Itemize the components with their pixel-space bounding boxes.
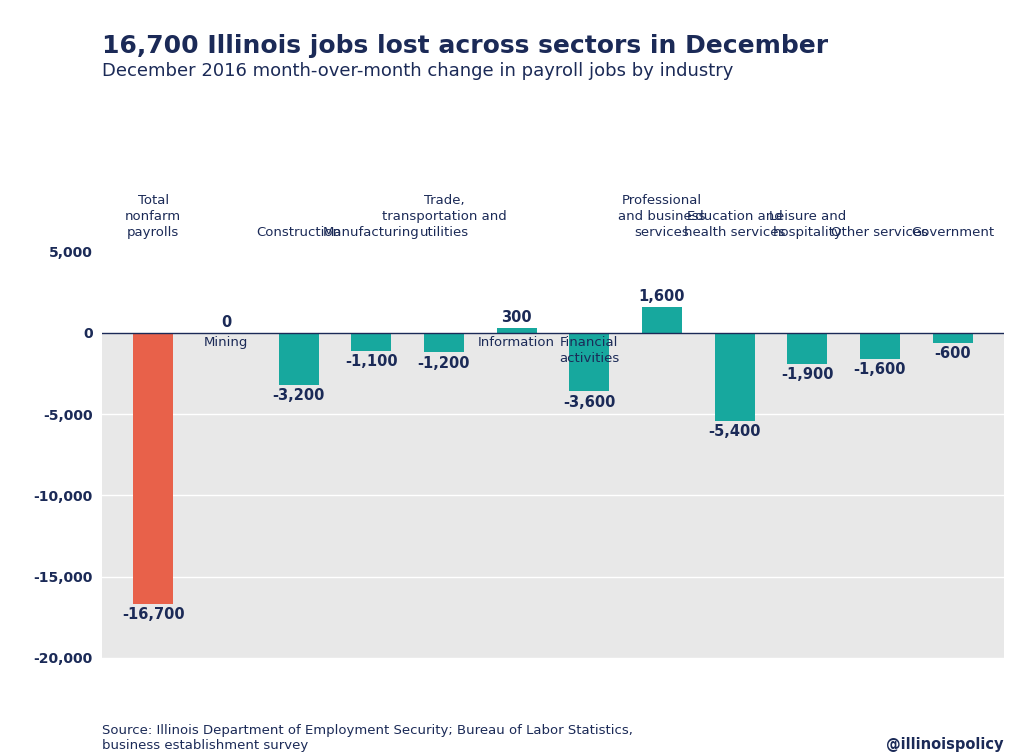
Text: -1,200: -1,200 bbox=[418, 355, 470, 370]
Text: @illinoispolicy: @illinoispolicy bbox=[886, 737, 1004, 752]
Text: Source: Illinois Department of Employment Security; Bureau of Labor Statistics,
: Source: Illinois Department of Employmen… bbox=[102, 724, 633, 752]
Text: 16,700 Illinois jobs lost across sectors in December: 16,700 Illinois jobs lost across sectors… bbox=[102, 34, 828, 58]
Text: -3,600: -3,600 bbox=[563, 395, 615, 410]
Bar bbox=[715, 333, 755, 420]
Text: Mining: Mining bbox=[204, 336, 248, 349]
Text: -1,100: -1,100 bbox=[345, 354, 397, 369]
Bar bbox=[642, 307, 682, 333]
Bar bbox=[787, 333, 827, 364]
Text: 300: 300 bbox=[502, 310, 531, 325]
Bar bbox=[102, 219, 1004, 333]
Text: -600: -600 bbox=[934, 346, 971, 361]
Text: Financial
activities: Financial activities bbox=[559, 336, 620, 365]
Text: Education and
health services: Education and health services bbox=[684, 209, 785, 239]
Bar bbox=[351, 333, 391, 351]
Text: 0: 0 bbox=[221, 314, 231, 330]
Text: 1,600: 1,600 bbox=[639, 289, 685, 304]
Text: -5,400: -5,400 bbox=[709, 424, 761, 439]
Text: Trade,
transportation and
utilities: Trade, transportation and utilities bbox=[382, 194, 506, 239]
Bar bbox=[933, 333, 973, 342]
Bar bbox=[133, 333, 173, 604]
Text: Professional
and business
services: Professional and business services bbox=[618, 194, 706, 239]
Text: Leisure and
hospitality: Leisure and hospitality bbox=[769, 209, 846, 239]
Text: Construction: Construction bbox=[256, 226, 341, 239]
Text: -1,900: -1,900 bbox=[781, 367, 834, 382]
Bar bbox=[860, 333, 900, 359]
Text: Other services: Other services bbox=[831, 226, 929, 239]
Bar bbox=[279, 333, 318, 385]
Bar bbox=[569, 333, 609, 392]
Text: Government: Government bbox=[911, 226, 994, 239]
Text: Manufacturing: Manufacturing bbox=[323, 226, 420, 239]
Bar bbox=[497, 328, 537, 333]
Text: December 2016 month-over-month change in payroll jobs by industry: December 2016 month-over-month change in… bbox=[102, 62, 734, 80]
Text: Information: Information bbox=[478, 336, 555, 349]
Text: -3,200: -3,200 bbox=[272, 388, 325, 403]
Text: Total
nonfarm
payrolls: Total nonfarm payrolls bbox=[125, 194, 181, 239]
Text: -1,600: -1,600 bbox=[854, 362, 906, 377]
Bar bbox=[424, 333, 464, 352]
Text: -16,700: -16,700 bbox=[122, 607, 184, 622]
